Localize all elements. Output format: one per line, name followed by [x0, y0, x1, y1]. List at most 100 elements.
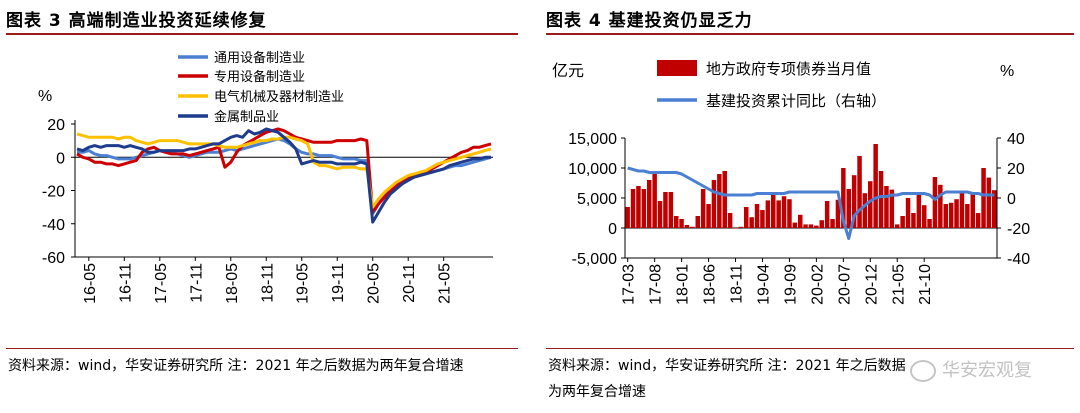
watermark: 华安宏观复 [910, 356, 1032, 382]
bar [749, 217, 754, 228]
legend-swatch-bars [657, 60, 697, 76]
bar [760, 210, 765, 228]
bar [841, 168, 846, 228]
bar [674, 216, 679, 228]
figure4-source-rule [546, 348, 1074, 349]
figure4-title: 图表 4 基建投资仍显乏力 [546, 11, 753, 31]
x-tick-label: 18-11 [729, 264, 746, 304]
bar [814, 225, 819, 228]
bar [647, 180, 652, 228]
bar [986, 177, 992, 228]
bar [938, 184, 943, 228]
bar [900, 216, 905, 228]
bar [959, 193, 965, 228]
bar [948, 202, 954, 228]
legend-label-bars: 地方政府专项债券当月值 [706, 60, 871, 78]
x-tick-label: 20-02 [809, 264, 826, 305]
bar [744, 207, 749, 228]
x-tick-label: 18-06 [702, 264, 719, 305]
left-tick-label: 5,000 [577, 191, 617, 208]
bar [830, 219, 835, 228]
right-tick-label: 40 [1007, 131, 1025, 148]
x-tick-label: 18-01 [675, 264, 692, 305]
bar [911, 213, 916, 228]
bar [889, 189, 895, 228]
left-tick-label: 15,000 [568, 131, 617, 148]
left-tick-label: -5,000 [572, 251, 617, 268]
y-tick-label: 0 [56, 150, 65, 167]
bar [851, 175, 857, 228]
y-tick-label: -40 [42, 217, 65, 234]
right-tick-label: 20 [1007, 161, 1025, 178]
bar [808, 224, 814, 228]
right-tick-label: -40 [1007, 251, 1030, 268]
legend-label-line: 基建投资累计同比（右轴） [706, 92, 886, 110]
right-axis-unit: % [1000, 63, 1014, 80]
figure3-title: 图表 3 高端制造业投资延续修复 [6, 11, 267, 31]
y-tick-label: -60 [42, 250, 65, 267]
x-tick-label: 18-11 [259, 263, 276, 303]
bar [727, 213, 733, 228]
bar [630, 189, 636, 228]
right-tick-label: -20 [1007, 221, 1030, 238]
bar [733, 228, 738, 229]
bar [787, 199, 792, 228]
bar [711, 180, 717, 228]
bar [625, 207, 630, 228]
legend-label-2: 专用设备制造业 [214, 69, 305, 85]
bar [927, 219, 932, 228]
chart-infrastructure-investment: 亿元 % 15,000 10,000 5,000 0 -5,000 40 20 0 -20 -40 17… [552, 60, 1030, 305]
bar [846, 189, 851, 228]
series-line-infrastructure [627, 166, 995, 240]
bar [905, 198, 911, 228]
left-tick-label: 10,000 [568, 161, 617, 178]
x-tick-label: 17-03 [621, 264, 638, 305]
x-tick-label: 19-04 [755, 264, 772, 305]
legend-label-3: 电气机械及器材制造业 [214, 89, 344, 105]
bar [668, 192, 674, 228]
series-line-4 [76, 127, 491, 224]
right-tick-label: 0 [1007, 191, 1016, 208]
x-tick-label: 20-11 [401, 263, 418, 303]
x-tick-label: 18-05 [224, 263, 241, 304]
bar [695, 216, 700, 228]
x-tick-label: 21-05 [437, 263, 454, 304]
bar [868, 181, 873, 228]
x-tick-label: 19-09 [782, 264, 799, 305]
x-tick-label: 20-07 [836, 264, 853, 305]
legend-label-4: 金属制品业 [214, 109, 279, 125]
bar [819, 220, 824, 228]
x-tick-label: 19-05 [295, 263, 312, 304]
y-tick-label: -20 [42, 184, 65, 201]
bar [706, 204, 711, 228]
bar [690, 226, 695, 228]
left-tick-label: 0 [608, 221, 617, 238]
bar [954, 199, 959, 228]
figure3-source-note: 资料来源：wind，华安证券研究所 注：2021 年之后数据为两年复合增速 [8, 358, 464, 374]
bar [641, 189, 647, 228]
bar [771, 195, 776, 228]
bar [679, 219, 684, 228]
bar [738, 226, 744, 228]
bar [922, 205, 927, 228]
bar [916, 192, 922, 228]
x-tick-label: 21-10 [917, 264, 934, 305]
bar [835, 199, 841, 228]
left-axis-unit: 亿元 [552, 62, 584, 80]
x-tick-label: 21-05 [890, 264, 907, 305]
bar [878, 171, 884, 228]
bar [684, 225, 690, 228]
x-tick-label: 20-05 [366, 263, 383, 304]
bar [781, 196, 787, 228]
legend-label-1: 通用设备制造业 [214, 50, 305, 66]
x-tick-label: 17-08 [648, 264, 665, 305]
bar [798, 214, 803, 228]
x-tick-label: 16-11 [117, 263, 134, 303]
bar [657, 201, 663, 228]
bar [975, 213, 981, 228]
bar [992, 190, 997, 228]
bar [824, 201, 830, 228]
bar [765, 200, 771, 228]
bar [857, 156, 862, 228]
bar [636, 186, 641, 228]
